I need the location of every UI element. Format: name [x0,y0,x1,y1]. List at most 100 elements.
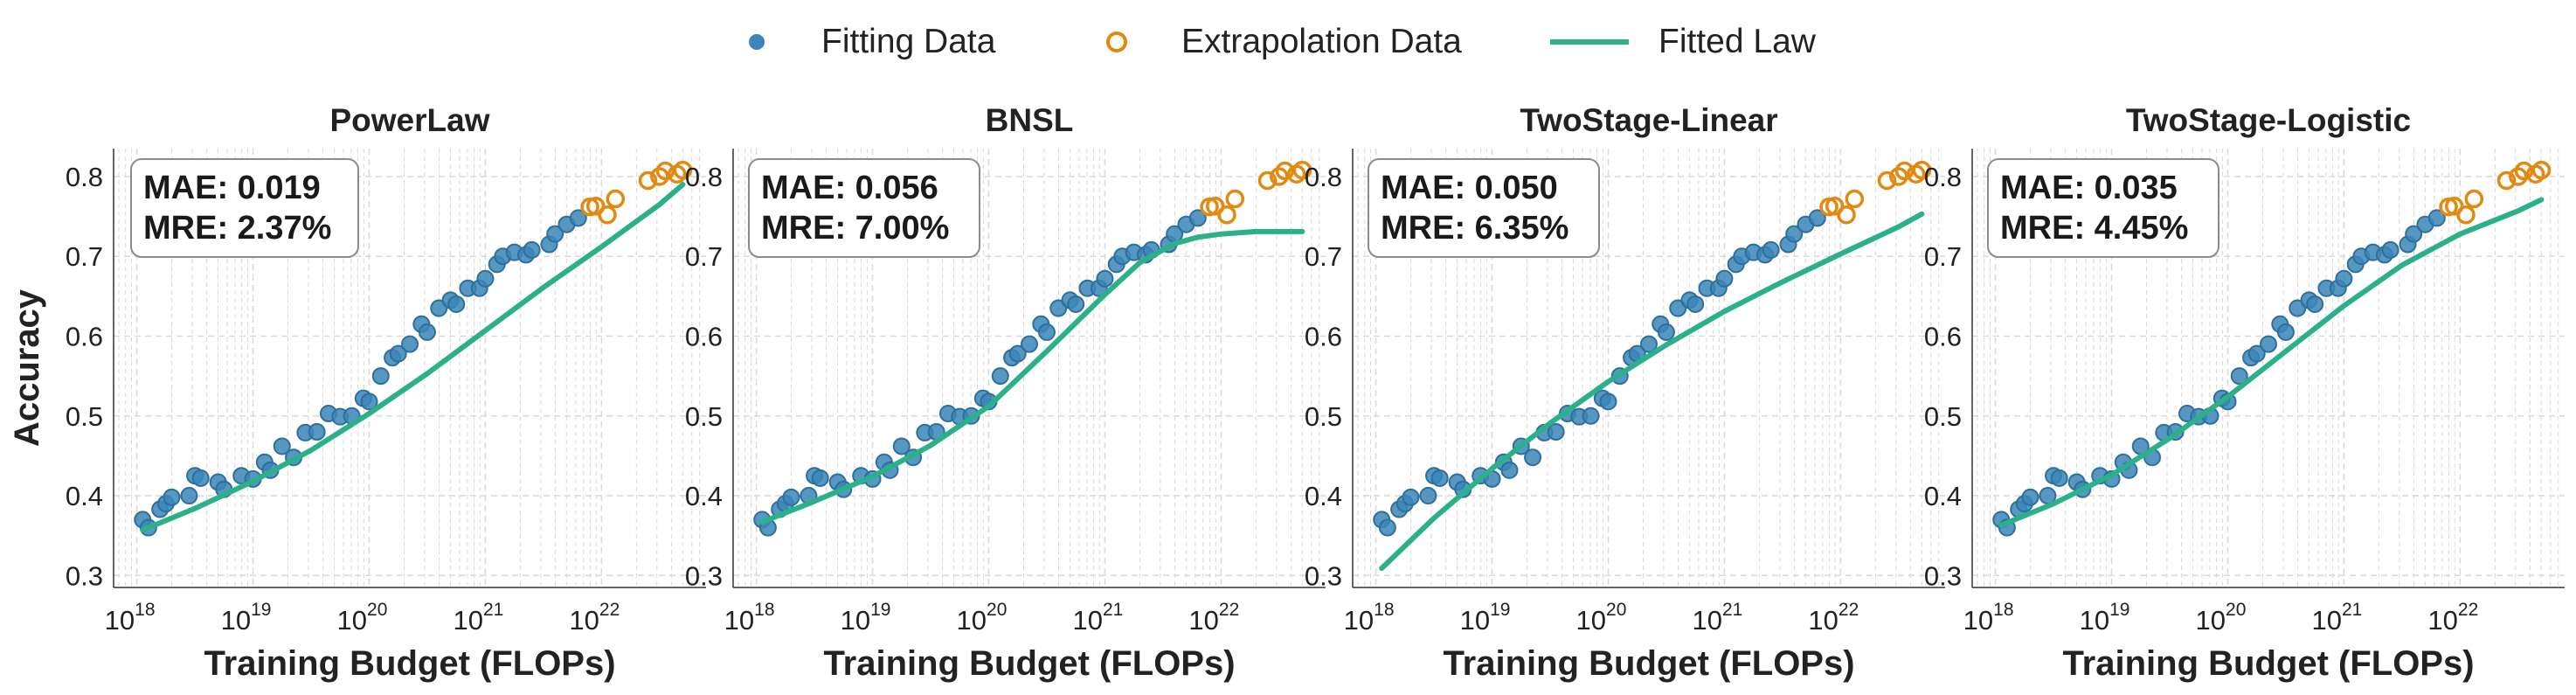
fitting-point [401,335,419,353]
legend-extrapolation-label: Extrapolation Data [1181,23,1462,60]
x-tick-label: 1021 [1692,600,1742,636]
mae-text: MAE: 0.035 [2000,170,2178,206]
fitting-point [991,367,1009,386]
fitting-point [2021,488,2039,506]
metrics-box: MAE: 0.035 MRE: 4.45% [1987,158,2219,258]
fitting-point [1021,335,1038,353]
mae-text: MAE: 0.056 [761,170,938,206]
extrapolation-point [2464,189,2484,209]
x-tick-label: 1018 [1963,600,2014,636]
x-tick-label: 1022 [1188,600,1239,636]
legend-item-fitted-law: Fitted Law [1550,23,1817,60]
fitting-point [1524,448,1542,467]
fitting-point [1096,269,1114,288]
y-tick-label: 0.8 [66,162,103,192]
metrics-box: MAE: 0.056 MRE: 7.00% [748,158,980,258]
fitting-point [2260,335,2277,353]
y-tick-labels: 0.3 0.4 0.5 0.6 0.7 0.8 [685,162,723,591]
fitting-point [360,393,378,411]
y-tick-label: 0.6 [1924,321,1962,351]
x-tick-label: 1020 [957,600,1008,636]
legend-fitted-law-label: Fitted Law [1658,23,1817,60]
extrapolation-point [2456,205,2476,225]
fitting-point [1657,323,1675,341]
fitted-law-line [1379,211,1925,572]
x-tick-label: 1020 [337,600,388,636]
y-tick-labels: 0.3 0.4 0.5 0.6 0.7 0.8 [1305,162,1342,591]
fitting-point [782,488,800,506]
fitting-point [1599,393,1617,411]
fitting-point [476,269,495,288]
fitting-point [569,209,587,227]
fitting-point [180,487,198,505]
metrics-box: MAE: 0.019 MRE: 2.37% [130,158,359,258]
fitting-point [2335,269,2353,288]
legend-extrapolation-marker [1106,31,1127,52]
panel-axes [1971,149,2565,588]
fitting-point [2405,225,2423,243]
legend: Fitting Data Extrapolation Data Fitted L… [749,23,1817,60]
fitted-law-line [1998,197,2545,528]
panel-axes [732,149,1326,588]
fitting-point [1640,335,1658,353]
extrapolation-point [2509,167,2528,186]
extrapolation-point [1275,161,1295,181]
extrapolation-point [673,160,693,180]
panel-axes [1352,149,1945,588]
extrapolation-point [1205,196,1225,216]
mae-text: MAE: 0.050 [1381,170,1558,206]
fitting-point [1785,225,1804,243]
x-tick-labels: 1018 1019 1020 1021 1022 [105,600,620,636]
y-tick-label: 0.7 [66,241,103,272]
legend-fitting-marker [749,34,765,50]
fitting-point [273,437,291,455]
metrics-box-frame [748,158,980,258]
y-tick-label: 0.8 [685,162,723,192]
panel-twostage-linear: 0.30.40.50.60.70.8 1018 1019 1020 1021 1022 … [1305,102,1945,683]
fitting-point [308,423,326,441]
fitting-point [1715,269,1734,288]
y-tick-label: 0.4 [685,481,723,511]
y-tick-label: 0.4 [1305,481,1342,511]
data-marks [1992,160,2552,537]
fitting-point [1547,423,1565,441]
panel-title: TwoStage-Logistic [2126,102,2411,138]
fitting-point [811,469,829,487]
data-marks [134,160,693,537]
data-marks [753,160,1312,537]
extrapolation-point [650,167,669,186]
extrapolation-point [598,205,617,225]
fitting-point [1067,295,1085,313]
panel-powerlaw: 0.30.40.50.60.70.8 1018 1019 1020 1021 1022 … [8,102,706,683]
y-tick-label: 0.6 [685,321,723,351]
x-tick-label: 1021 [2311,600,2362,636]
panel-title: BNSL [986,102,1074,138]
x-tick-label: 1018 [724,600,775,636]
fitting-point [1686,295,1705,313]
extrapolation-point [1292,160,1312,180]
y-tick-label: 0.3 [1924,560,1962,591]
y-tick-label: 0.3 [685,560,723,591]
extrapolation-point [655,161,675,181]
extrapolation-point [2531,160,2552,180]
y-tick-label: 0.7 [1305,241,1342,272]
fitting-point [2247,344,2266,363]
mre-text: MRE: 4.45% [2000,210,2188,247]
y-tick-labels: 0.3 0.4 0.5 0.6 0.7 0.8 [1924,162,1962,591]
x-tick-label: 1018 [1344,600,1395,636]
x-tick-label: 1019 [221,600,272,636]
x-tick-labels: 1018 1019 1020 1021 1022 [724,600,1240,636]
extrapolation-point [1837,205,1856,225]
fitting-point [191,469,210,487]
y-tick-label: 0.3 [66,560,103,591]
extrapolation-point [606,189,626,209]
y-tick-label: 0.6 [66,321,103,351]
fitting-point [1008,344,1027,363]
y-tick-labels: 0.3 0.4 0.5 0.6 0.7 0.8 [66,162,103,591]
fitting-point [418,323,436,341]
y-tick-label: 0.5 [685,401,723,432]
fitting-point [1188,209,1207,227]
x-tick-label: 1018 [105,600,156,636]
mre-text: MRE: 6.35% [1381,210,1568,247]
